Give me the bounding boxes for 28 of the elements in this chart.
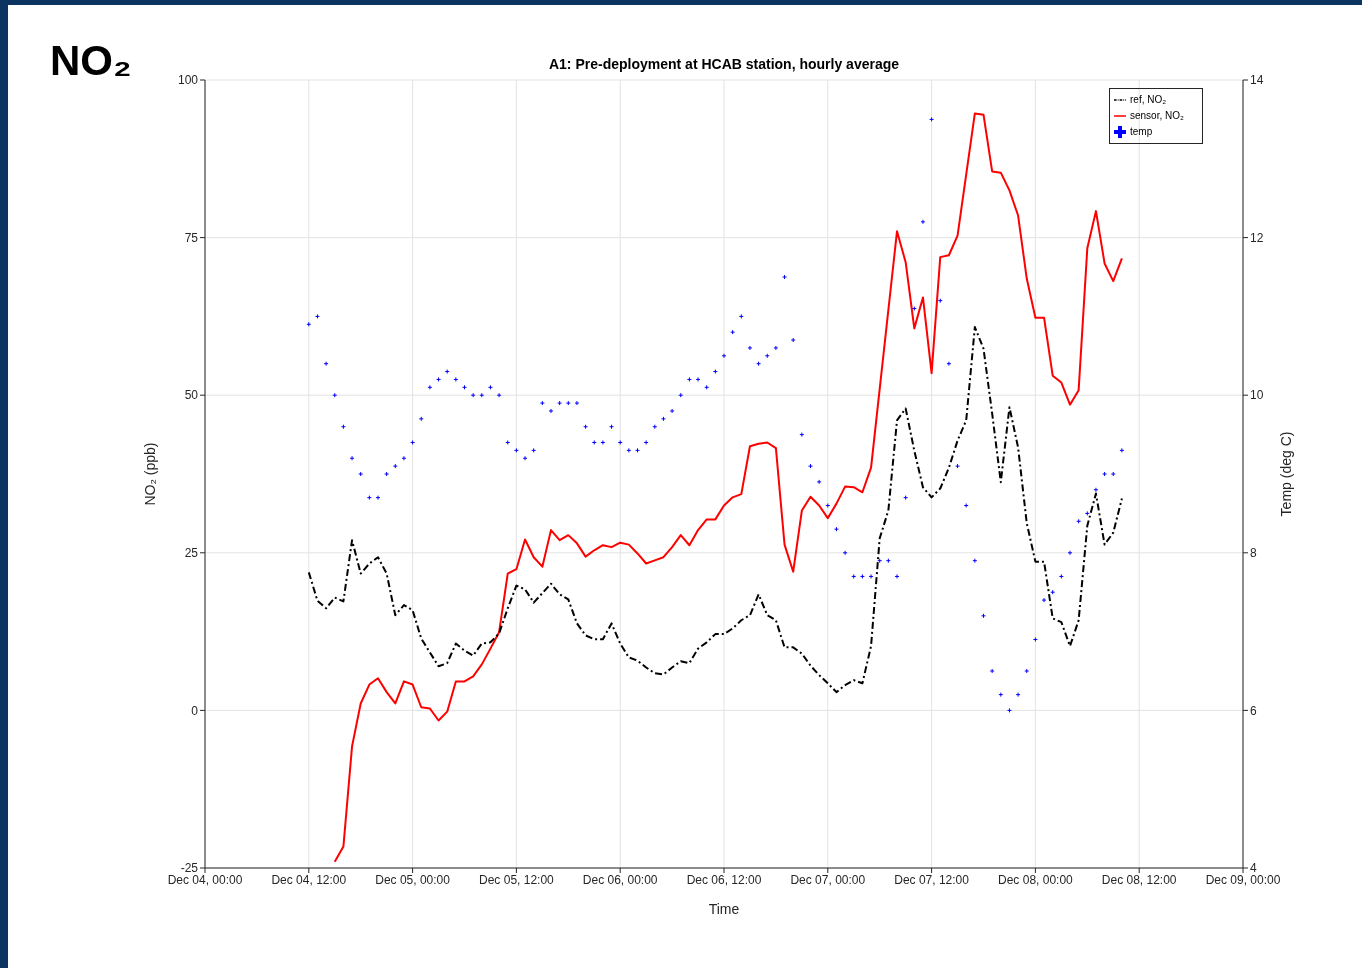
- x-tick-label: Dec 05, 12:00: [479, 872, 555, 887]
- x-tick-label: Dec 07, 12:00: [894, 872, 970, 887]
- y-tick-label: 25: [184, 546, 199, 561]
- x-axis-title: Time: [708, 901, 740, 917]
- x-tick-label: Dec 07, 00:00: [790, 872, 866, 887]
- y-tick-label: 75: [184, 230, 199, 245]
- x-tick-label: Dec 08, 00:00: [998, 872, 1074, 887]
- y-tick-label: 0: [191, 703, 199, 718]
- y-tick-label: 50: [184, 388, 199, 403]
- x-tick-label: Dec 06, 12:00: [686, 872, 762, 887]
- x-tick-label: Dec 08, 12:00: [1101, 872, 1177, 887]
- y2-tick-label: 8: [1250, 546, 1257, 561]
- x-tick-label: Dec 04, 12:00: [271, 872, 347, 887]
- y2-tick-label: 12: [1250, 230, 1264, 245]
- x-tick-label: Dec 06, 00:00: [582, 872, 658, 887]
- chart-title: NO₂: [50, 37, 132, 85]
- y2-tick-label: 14: [1250, 73, 1264, 88]
- line-series: [307, 326, 1123, 694]
- x-tick-label: Dec 05, 00:00: [375, 872, 451, 887]
- legend-label: ref, NO₂: [1130, 94, 1167, 105]
- y2-axis-title: Temp (deg C): [1278, 431, 1294, 517]
- y-axis-title: NO₂ (ppb): [142, 442, 158, 506]
- y2-tick-label: 6: [1250, 703, 1257, 718]
- y2-tick-label: 10: [1250, 388, 1264, 403]
- legend-label: temp: [1130, 126, 1153, 137]
- legend-label: sensor, NO₂: [1130, 110, 1184, 121]
- y-tick-label: 100: [177, 73, 199, 88]
- chart-subtitle: A1: Pre-deployment at HCAB station, hourly average: [547, 56, 901, 72]
